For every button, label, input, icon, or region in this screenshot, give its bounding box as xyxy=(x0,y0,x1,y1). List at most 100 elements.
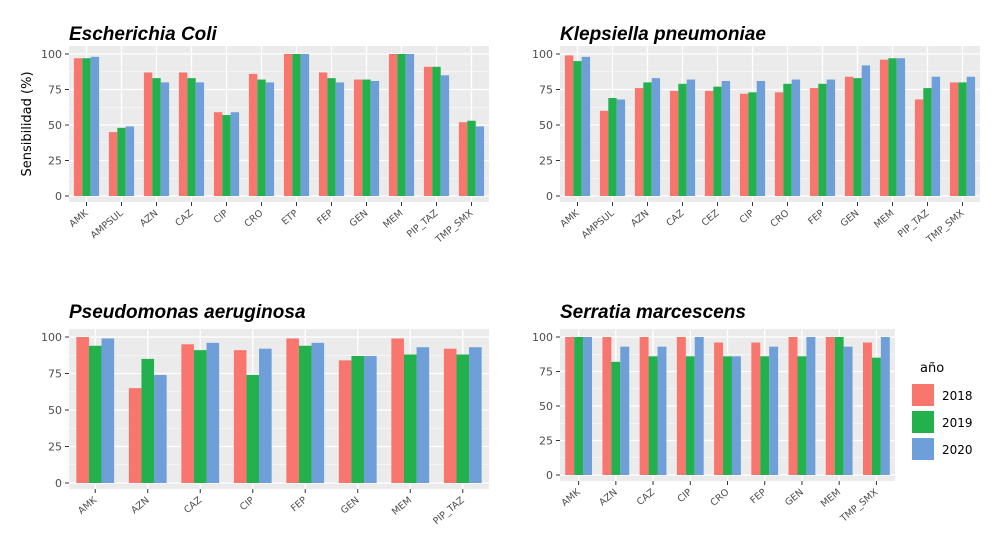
bar-2020-AMK xyxy=(581,56,591,197)
legend-swatch-2019 xyxy=(912,411,934,433)
bar-2020-AMK xyxy=(583,337,593,475)
bar-2020-CAZ xyxy=(686,79,696,196)
y-tick-label: 0 xyxy=(55,190,62,203)
bar-2019-AZN xyxy=(643,82,652,196)
panel-4: 0 25 50 75 100 AMK AZN CAZ CIP CRO FEP GEN MEMTMP_SM… xyxy=(532,302,895,525)
legend: año 2018 2019 2020 xyxy=(912,361,973,460)
bar-2020-MEM xyxy=(405,54,415,196)
bar-2020-CIP xyxy=(694,337,704,475)
bar-2019-GEN xyxy=(351,355,365,483)
bar-2018-AMPSUL xyxy=(599,110,609,196)
bar-2018-CRO xyxy=(774,92,784,196)
legend-label-2019: 2019 xyxy=(942,416,973,430)
bar-2020-CAZ xyxy=(195,82,205,196)
x-tick-label: TMP_SMX xyxy=(433,208,476,246)
y-tick-label: 75 xyxy=(48,84,62,97)
panel-3: 0 25 50 75 100 AMK AZN CAZ CIP FEP GEN MEM PIP_TAZ Ps… xyxy=(41,302,489,527)
y-tick-label: 75 xyxy=(539,366,553,379)
bar-2018-CAZ xyxy=(669,90,679,196)
bar-2019-AMPSUL xyxy=(608,98,617,196)
y-tick-label: 25 xyxy=(539,435,553,448)
bar-2020-CIP xyxy=(756,80,766,196)
bar-2019-ETP xyxy=(292,54,301,196)
y-tick-label: 50 xyxy=(48,119,62,132)
y-tick-label: 100 xyxy=(41,331,62,344)
bar-2020-CRO xyxy=(731,356,741,475)
x-tick-label: AZN xyxy=(597,487,619,508)
x-tick-label: CAZ xyxy=(635,487,657,508)
x-tick-label: TMP_SMX xyxy=(838,487,881,525)
y-tick-label: 100 xyxy=(41,48,62,61)
bar-2018-AMPSUL xyxy=(108,132,118,196)
bar-2018-CEZ xyxy=(704,90,714,196)
x-tick-label: FEP xyxy=(806,208,826,228)
x-tick-label: AMPSUL xyxy=(89,207,126,241)
bar-2019-PIP_TAZ xyxy=(456,354,470,483)
bar-2018-TMP_SMX xyxy=(862,342,872,475)
bar-2018-CAZ xyxy=(181,344,194,483)
bar-2020-GEN xyxy=(806,337,816,475)
bar-2019-FEP xyxy=(327,78,336,196)
bar-2018-MEM xyxy=(825,337,835,475)
x-tick-label: AZN xyxy=(129,495,151,516)
bar-2020-AZN xyxy=(620,346,630,475)
bar-2019-FEP xyxy=(760,356,770,475)
bar-2019-AMK xyxy=(573,61,582,196)
bar-2018-GEN xyxy=(788,337,798,475)
y-tick-label: 75 xyxy=(539,84,553,97)
bar-2019-AMK xyxy=(82,58,91,197)
bar-2019-MEM xyxy=(397,54,406,196)
bar-2019-CEZ xyxy=(713,86,722,196)
bar-2018-AMK xyxy=(564,55,574,196)
bar-2019-CIP xyxy=(748,92,757,196)
x-tick-label: AZN xyxy=(138,208,160,229)
bar-2019-GEN xyxy=(797,356,807,475)
y-tick-label: 0 xyxy=(546,190,553,203)
bar-2019-CIP xyxy=(222,115,231,196)
x-tick-label: CRO xyxy=(708,487,731,509)
bar-2020-CAZ xyxy=(657,346,667,475)
bar-2018-PIP_TAZ xyxy=(423,66,433,196)
x-tick-label: CIP xyxy=(738,208,757,226)
bar-2020-AMK xyxy=(101,338,115,483)
x-tick-label: CIP xyxy=(676,487,695,505)
bar-2018-AZN xyxy=(634,88,644,196)
bar-2018-CIP xyxy=(213,112,223,196)
bar-2018-CIP xyxy=(233,350,247,483)
bar-2019-CAZ xyxy=(648,356,658,475)
bar-2020-GEN xyxy=(364,355,377,483)
y-tick-label: 50 xyxy=(48,404,62,417)
bar-2019-AMK xyxy=(574,337,584,475)
x-tick-label: AMK xyxy=(76,494,100,516)
bar-2020-TMP_SMX xyxy=(880,337,890,475)
bar-2018-CRO xyxy=(714,342,724,475)
bar-2020-FEP xyxy=(311,342,325,483)
bar-2019-AZN xyxy=(611,361,621,475)
bar-2019-PIP_TAZ xyxy=(432,66,441,196)
legend-label-2020: 2020 xyxy=(942,443,973,457)
x-tick-label: CRO xyxy=(242,208,265,230)
bar-2019-AMK xyxy=(88,345,102,483)
bar-2018-AMK xyxy=(565,337,575,475)
bar-2018-TMP_SMX xyxy=(949,82,959,196)
panel-title: Escherichia Coli xyxy=(69,24,218,45)
x-tick-label: PIP_TAZ xyxy=(431,495,467,528)
bar-2020-CIP xyxy=(230,112,240,196)
bar-2018-GEN xyxy=(353,79,363,196)
bar-2018-FEP xyxy=(286,338,299,483)
y-tick-label: 0 xyxy=(55,477,62,490)
bar-2019-CIP xyxy=(246,374,260,483)
x-tick-label: CRO xyxy=(768,208,791,230)
bar-2020-FEP xyxy=(826,79,836,196)
bar-2018-CIP xyxy=(676,337,686,475)
bar-2019-CAZ xyxy=(678,83,687,196)
bar-2020-FEP xyxy=(335,82,345,196)
y-axis-label: Sensibilidad (%) xyxy=(20,71,35,176)
bar-2020-MEM xyxy=(896,58,906,197)
legend-swatch-2020 xyxy=(912,438,934,460)
bar-2018-AMK xyxy=(73,58,83,197)
bar-2020-AZN xyxy=(160,82,170,196)
x-tick-label: CIP xyxy=(212,208,231,226)
